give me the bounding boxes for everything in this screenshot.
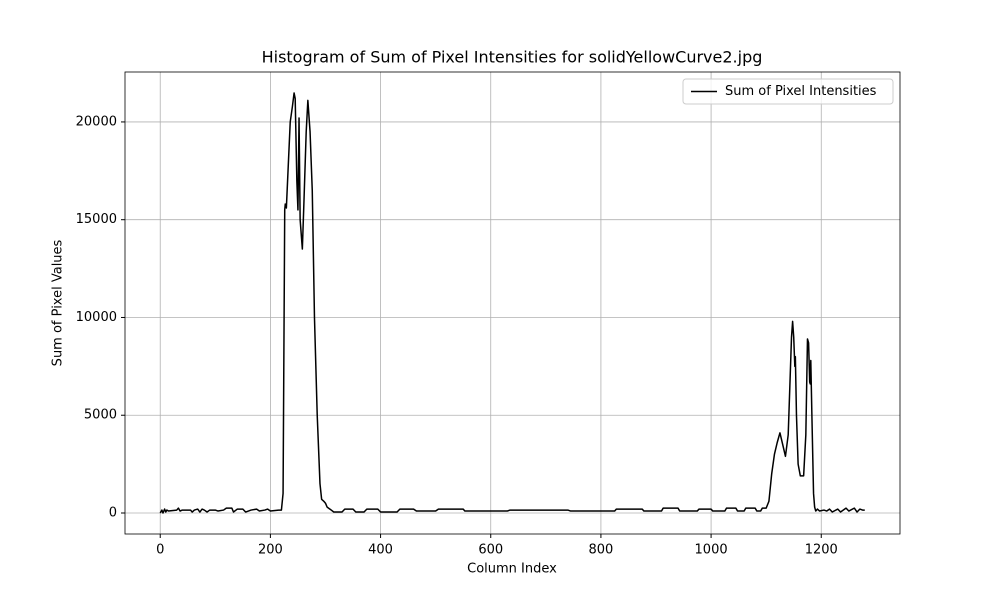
x-tick-label: 200: [258, 543, 283, 558]
x-tick-label: 400: [368, 543, 393, 558]
plot-frame: [124, 71, 901, 535]
chart-title: Histogram of Sum of Pixel Intensities fo…: [262, 48, 763, 67]
x-tick-label: 1200: [805, 543, 838, 558]
x-tick-label: 1000: [695, 543, 728, 558]
x-axis-label: Column Index: [467, 562, 557, 577]
y-tick-label: 15000: [76, 212, 117, 227]
x-tick-label: 600: [478, 543, 503, 558]
y-tick-label: 5000: [84, 408, 117, 423]
x-tick-label: 800: [588, 543, 613, 558]
legend-label: Sum of Pixel Intensities: [725, 84, 877, 99]
x-tick-label: 0: [156, 543, 164, 558]
legend-box: [682, 78, 894, 105]
data-line: [159, 92, 865, 514]
y-tick-label: 0: [109, 506, 117, 521]
y-axis-label: Sum of Pixel Values: [51, 239, 66, 366]
y-tick-label: 10000: [76, 310, 117, 325]
y-tick-label: 20000: [76, 114, 117, 129]
